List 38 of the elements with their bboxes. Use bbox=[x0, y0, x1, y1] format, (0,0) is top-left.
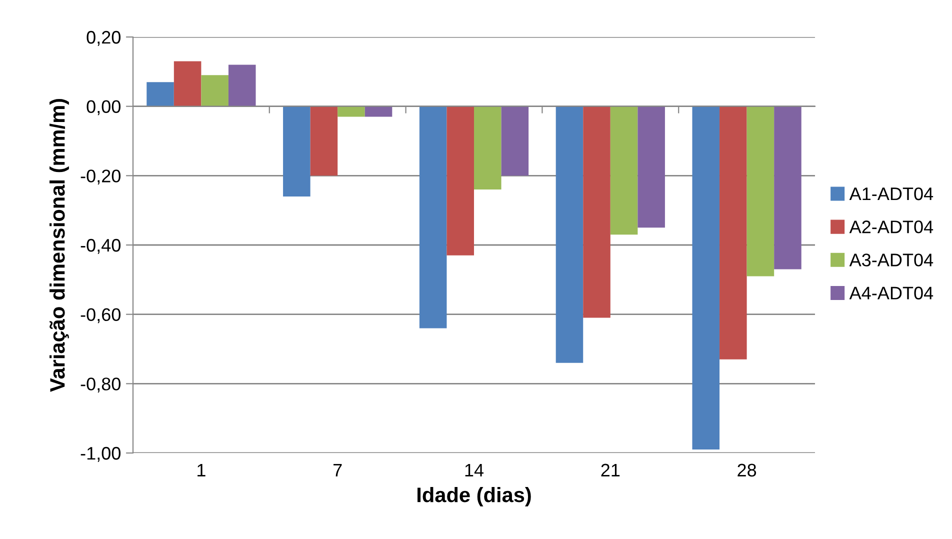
bar bbox=[419, 106, 447, 328]
bar bbox=[174, 61, 202, 106]
y-tick-label: -0,80 bbox=[80, 378, 120, 393]
bar bbox=[338, 106, 365, 117]
bar bbox=[774, 106, 802, 270]
x-tick-label: 21 bbox=[601, 464, 620, 476]
bar bbox=[638, 106, 665, 228]
bar bbox=[283, 106, 310, 196]
legend-label: A2-ADT04 bbox=[849, 220, 934, 234]
bar bbox=[610, 106, 638, 235]
bar bbox=[474, 106, 502, 190]
y-tick-label: -1,00 bbox=[80, 446, 120, 462]
bar bbox=[692, 106, 720, 450]
bar bbox=[146, 82, 174, 106]
x-tick-label: 7 bbox=[334, 464, 342, 476]
bar bbox=[364, 106, 392, 117]
bar bbox=[446, 106, 474, 256]
y-axis-title: Variação dimensional (mm/m) bbox=[50, 98, 69, 392]
bar bbox=[201, 75, 228, 106]
bar bbox=[583, 106, 610, 318]
bar bbox=[720, 106, 747, 360]
bar bbox=[746, 106, 774, 276]
x-tick-label: 28 bbox=[738, 464, 756, 477]
bar bbox=[501, 106, 529, 176]
x-tick-label: 14 bbox=[465, 464, 484, 476]
y-tick-label: -0,20 bbox=[80, 170, 120, 185]
bar bbox=[556, 106, 584, 363]
legend-label: A4-ADT04 bbox=[849, 286, 934, 300]
x-axis-title: Idade (dias) bbox=[418, 486, 531, 506]
y-tick-label: 0,20 bbox=[86, 30, 120, 46]
legend-label: A3-ADT04 bbox=[849, 254, 934, 266]
y-tick-label: -0,60 bbox=[80, 308, 120, 324]
y-tick-label: -0,40 bbox=[80, 238, 120, 254]
legend-label: A1-ADT04 bbox=[849, 187, 934, 200]
x-tick-label: 1 bbox=[198, 464, 206, 476]
y-tick-label: 0,00 bbox=[86, 100, 120, 116]
bar bbox=[228, 64, 256, 106]
bar bbox=[310, 106, 338, 176]
